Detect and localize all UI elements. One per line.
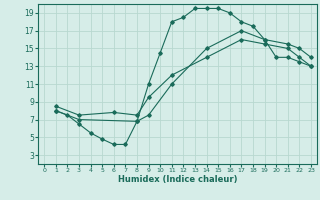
X-axis label: Humidex (Indice chaleur): Humidex (Indice chaleur) <box>118 175 237 184</box>
